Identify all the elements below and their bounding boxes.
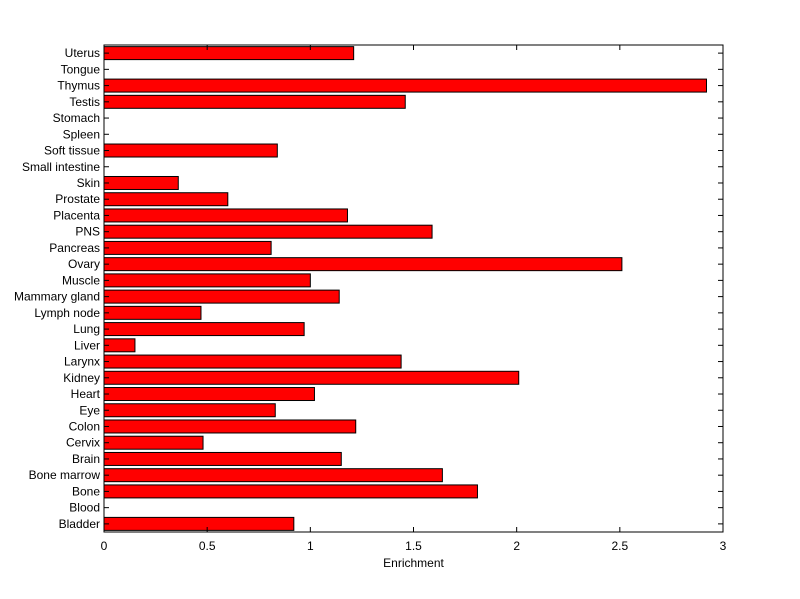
bar-placenta [103,208,348,223]
bar-soft-tissue [103,143,278,158]
category-label-colon: Colon [69,419,100,433]
category-label-small-intestine: Small intestine [22,160,100,174]
bar-muscle [103,273,311,288]
bar-brain [103,451,342,466]
bar-pns [103,224,433,239]
category-label-tongue: Tongue [61,62,101,76]
x-tick-label: 1.5 [405,539,422,553]
category-label-kidney: Kidney [63,371,100,385]
bar-lymph-node [103,305,202,320]
category-label-spleen: Spleen [63,127,100,141]
bar-testis [103,94,406,109]
x-tick-label: 0.5 [199,539,216,553]
category-label-testis: Testis [69,95,100,109]
ticks-group [103,45,724,532]
bars-group [103,46,707,531]
bar-heart [103,387,315,402]
bar-prostate [103,192,229,207]
bar-bone-marrow [103,468,443,483]
bar-thymus [103,78,707,93]
category-label-uterus: Uterus [65,46,100,60]
category-label-pancreas: Pancreas [49,241,100,255]
category-label-muscle: Muscle [62,273,100,287]
bar-bone [103,484,478,499]
x-tick-label: 2 [513,539,520,553]
category-label-liver: Liver [74,338,100,352]
bar-cervix [103,435,204,450]
category-label-stomach: Stomach [53,111,100,125]
category-label-placenta: Placenta [53,208,100,222]
bar-pancreas [103,240,272,255]
x-tick-label: 2.5 [611,539,628,553]
bar-kidney [103,370,520,385]
category-label-skin: Skin [77,176,100,190]
category-label-bone: Bone [72,484,100,498]
category-label-bone-marrow: Bone marrow [29,468,101,482]
category-label-pns: PNS [75,225,100,239]
bar-bladder [103,516,295,531]
category-label-prostate: Prostate [55,192,100,206]
x-tick-labels-group: 0 0.5 1 1.5 2 2.5 3 [101,539,727,553]
bar-lung [103,322,305,337]
category-label-cervix: Cervix [66,436,100,450]
x-tick-label: 3 [720,539,727,553]
bar-larynx [103,354,402,369]
x-tick-label: 0 [101,539,108,553]
bar-ovary [103,257,623,272]
category-label-larynx: Larynx [64,355,100,369]
x-tick-label: 1 [307,539,314,553]
category-label-eye: Eye [79,403,100,417]
category-label-thymus: Thymus [57,79,100,93]
category-label-blood: Blood [69,501,100,515]
category-label-ovary: Ovary [68,257,100,271]
bar-colon [103,419,357,434]
bar-skin [103,175,179,190]
category-label-mammary-gland: Mammary gland [14,290,100,304]
category-label-bladder: Bladder [59,517,100,531]
plot-frame [103,44,724,533]
bar-mammary-gland [103,289,340,304]
category-label-lymph-node: Lymph node [34,306,100,320]
bar-eye [103,403,276,418]
category-label-soft-tissue: Soft tissue [44,144,100,158]
x-axis-label: Enrichment [383,556,444,570]
bar-uterus [103,46,355,61]
category-label-brain: Brain [72,452,100,466]
category-label-heart: Heart [71,387,101,401]
category-label-lung: Lung [73,322,100,336]
category-labels-group: Bladder Blood Bone Bone marrow Brain Cervix Co… [14,46,101,531]
